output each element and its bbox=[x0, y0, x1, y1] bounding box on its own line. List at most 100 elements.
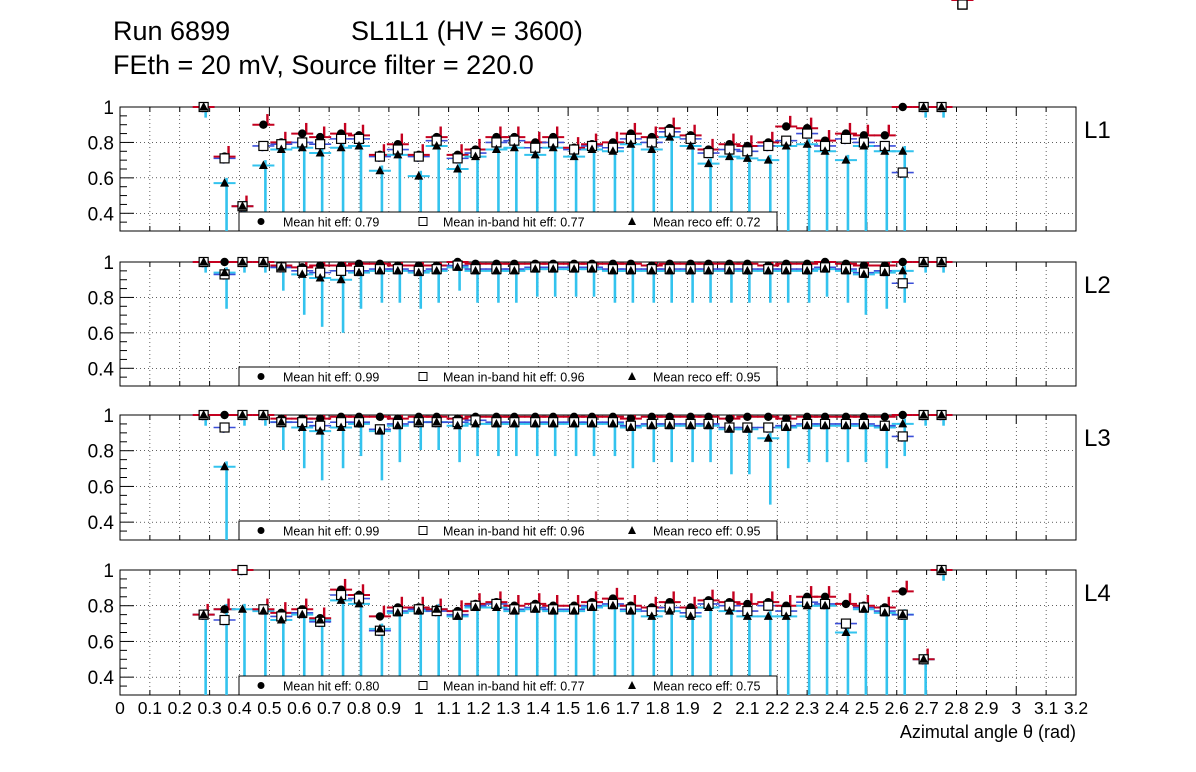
legend-inband-marker bbox=[418, 526, 428, 535]
reco-marker bbox=[237, 410, 247, 419]
legend-inband-marker bbox=[418, 372, 428, 381]
reco-marker bbox=[704, 420, 714, 430]
inband-marker bbox=[763, 422, 774, 433]
reco-marker bbox=[608, 418, 618, 428]
reco-marker bbox=[859, 420, 869, 430]
reco-marker bbox=[820, 146, 830, 155]
reco-marker bbox=[802, 420, 812, 430]
reco-marker bbox=[704, 158, 714, 168]
inband-marker bbox=[315, 139, 326, 150]
reco-marker bbox=[237, 201, 247, 210]
reco-marker bbox=[626, 606, 636, 615]
reco-marker bbox=[647, 420, 657, 430]
y-tick-label: 0.6 bbox=[88, 477, 114, 498]
legend-reco-marker bbox=[628, 372, 636, 380]
legend-inband-label: Mean in-band hit eff: 0.77 bbox=[443, 216, 585, 230]
reco-marker bbox=[258, 410, 268, 419]
y-tick-label: 0.6 bbox=[88, 169, 114, 190]
legend-reco-marker bbox=[628, 681, 636, 689]
x-tick-label: 3 bbox=[1011, 698, 1021, 718]
legend-hit-marker bbox=[257, 218, 265, 225]
reco-marker bbox=[548, 142, 558, 152]
reco-marker bbox=[393, 420, 403, 430]
hit-marker bbox=[898, 587, 907, 596]
legend-reco-label: Mean reco eff: 0.95 bbox=[653, 371, 761, 385]
reco-marker bbox=[880, 422, 890, 431]
inband-marker bbox=[897, 431, 908, 442]
legend-hit-label: Mean hit eff: 0.99 bbox=[283, 525, 379, 539]
legend-reco-label: Mean reco eff: 0.75 bbox=[653, 680, 761, 694]
reco-marker bbox=[393, 149, 403, 159]
inband-marker bbox=[258, 140, 269, 152]
hit-marker bbox=[298, 129, 307, 138]
legend-box bbox=[238, 675, 778, 696]
hit-marker bbox=[898, 257, 907, 267]
reco-marker bbox=[548, 264, 558, 273]
x-tick-label: 1.2 bbox=[466, 698, 490, 718]
reco-marker bbox=[548, 418, 558, 428]
inband-marker bbox=[703, 147, 714, 159]
reco-marker bbox=[220, 461, 230, 471]
reco-marker bbox=[587, 602, 597, 611]
chart-title: Run 6899 SL1L1 (HV = 3600) bbox=[113, 16, 583, 47]
reco-marker bbox=[509, 606, 519, 615]
reco-marker bbox=[898, 609, 908, 619]
panel-l4: 0.4 0.6 0.8 1 L4 Mean hit eff: 0.80 Mean in-ba… bbox=[88, 0, 1111, 696]
y-tick-label: 0.8 bbox=[88, 442, 114, 463]
x-tick-label: 2.2 bbox=[765, 698, 789, 718]
layer-label: L2 bbox=[1084, 272, 1111, 299]
reco-marker bbox=[297, 269, 307, 278]
reco-marker bbox=[375, 623, 385, 633]
reco-marker bbox=[608, 146, 618, 155]
reco-marker bbox=[841, 265, 851, 275]
reco-marker bbox=[686, 611, 696, 620]
reco-marker bbox=[432, 140, 442, 150]
inband-marker bbox=[452, 153, 463, 164]
reco-marker bbox=[220, 267, 230, 277]
reco-marker bbox=[491, 144, 501, 154]
reco-marker bbox=[336, 274, 346, 284]
reco-marker bbox=[220, 178, 230, 187]
reco-marker bbox=[802, 600, 812, 610]
y-tick-label: 0.4 bbox=[88, 668, 115, 689]
reco-marker bbox=[509, 418, 519, 428]
reco-marker bbox=[841, 627, 851, 636]
hit-marker bbox=[375, 412, 385, 421]
reco-marker bbox=[471, 265, 481, 275]
reco-marker bbox=[509, 265, 519, 275]
x-tick-label: 0 bbox=[115, 698, 125, 718]
x-tick-label: 2.3 bbox=[795, 698, 819, 718]
reco-marker bbox=[919, 410, 929, 419]
inband-marker bbox=[763, 600, 774, 611]
x-tick-label: 2 bbox=[713, 698, 723, 718]
x-tick-label: 3.1 bbox=[1034, 698, 1058, 718]
x-tick-label: 0.4 bbox=[227, 698, 252, 718]
reco-marker bbox=[569, 418, 579, 428]
legend-inband-marker bbox=[418, 681, 428, 690]
reco-marker bbox=[919, 654, 929, 663]
layer-label: L4 bbox=[1084, 580, 1111, 607]
reco-marker bbox=[859, 604, 869, 613]
inband-marker bbox=[840, 133, 852, 144]
reco-marker bbox=[491, 602, 501, 611]
x-tick-label: 2.1 bbox=[735, 698, 759, 718]
reco-marker bbox=[880, 146, 890, 155]
y-tick-label: 0.4 bbox=[88, 359, 115, 380]
reco-marker bbox=[587, 418, 597, 428]
reco-marker bbox=[414, 267, 424, 277]
reco-marker bbox=[647, 611, 657, 620]
hit-marker bbox=[898, 102, 907, 112]
reco-marker bbox=[742, 265, 752, 275]
reco-marker bbox=[453, 164, 463, 173]
inband-marker bbox=[335, 265, 347, 276]
x-tick-label: 2.7 bbox=[914, 698, 938, 718]
inband-marker bbox=[763, 140, 774, 152]
reco-marker bbox=[841, 420, 851, 430]
reco-marker bbox=[220, 604, 230, 613]
reco-marker bbox=[587, 264, 597, 273]
reco-marker bbox=[742, 611, 752, 620]
x-tick-label: 0.7 bbox=[317, 698, 341, 718]
legend-inband-label: Mean in-band hit eff: 0.77 bbox=[443, 680, 585, 694]
reco-marker bbox=[237, 257, 247, 266]
